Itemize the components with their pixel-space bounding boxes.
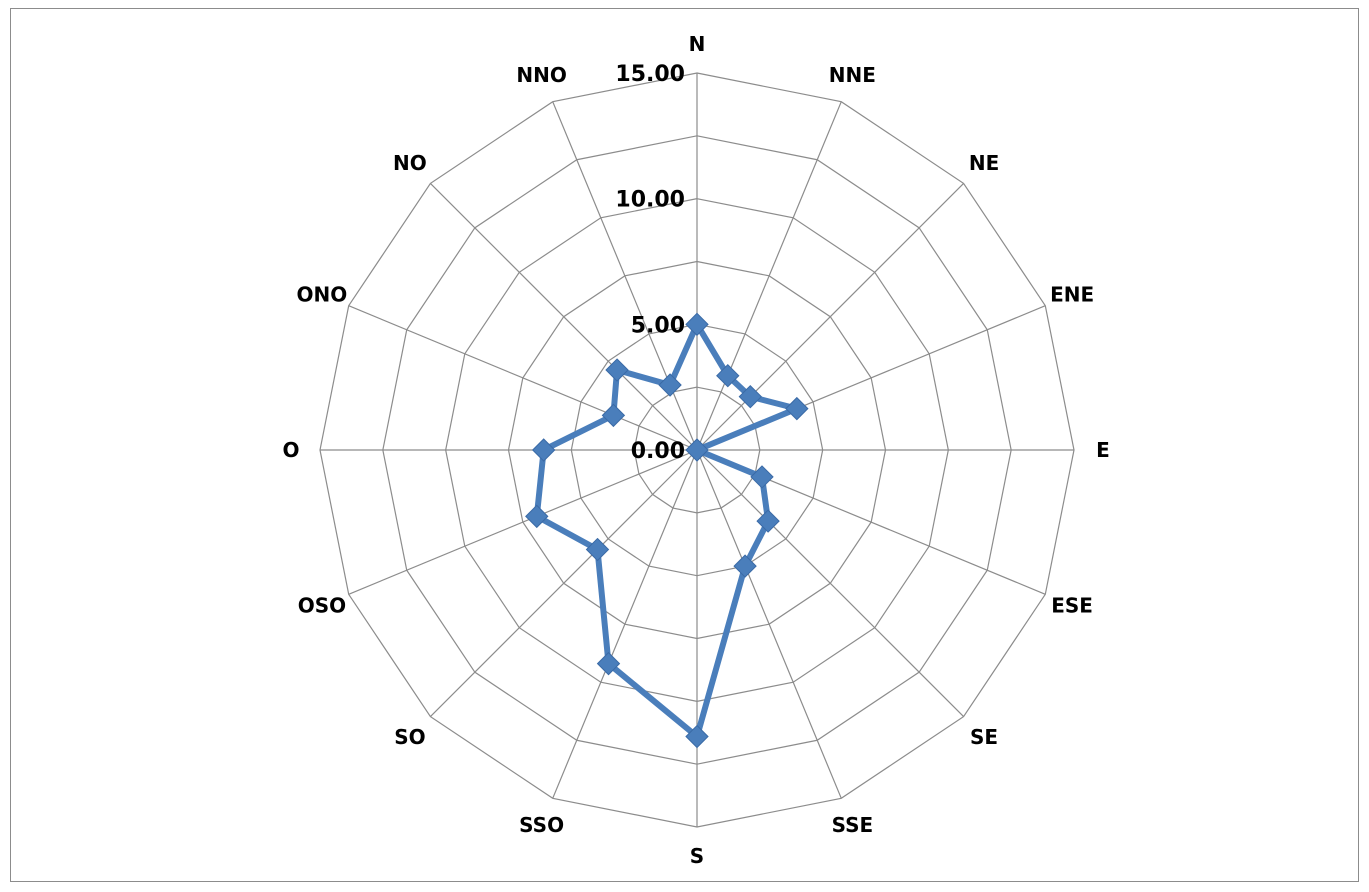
grid-spoke	[696, 101, 842, 451]
category-label-s: S	[690, 844, 704, 868]
category-label-n: N	[689, 32, 706, 56]
data-point-ese	[750, 465, 774, 489]
grid-spoke	[552, 449, 698, 799]
data-point-oso	[525, 504, 549, 529]
category-label-ono: ONO	[297, 283, 348, 307]
grid-spoke	[696, 449, 965, 718]
data-point-n	[685, 312, 709, 337]
radial-tick-label: 15.00	[615, 62, 685, 87]
grid-spoke	[348, 449, 698, 595]
data-point-e	[685, 438, 709, 462]
category-label-sse: SSE	[832, 813, 874, 837]
data-point-o	[531, 438, 556, 462]
radial-tick-label: 10.00	[615, 188, 685, 213]
category-label-oso: OSO	[298, 593, 346, 617]
category-label-ene: ENE	[1050, 283, 1094, 307]
category-label-ne: NE	[969, 151, 999, 175]
category-label-ese: ESE	[1051, 593, 1093, 617]
grid-spoke	[429, 182, 698, 451]
category-label-no: NO	[393, 151, 427, 175]
category-label-nno: NNO	[516, 63, 566, 87]
data-point-se	[756, 509, 780, 533]
grid-spoke	[429, 449, 698, 718]
category-label-nne: NNE	[829, 63, 876, 87]
radial-tick-label: 0.00	[631, 439, 685, 464]
data-point-nne	[716, 363, 740, 388]
category-labels: N NNE NE ENE E ESE SE SSE S SSO SO OSO O ONO NO NNO	[282, 32, 1109, 868]
radial-tick-label: 5.00	[631, 313, 685, 338]
category-label-so: SO	[394, 725, 425, 749]
data-point-no	[605, 358, 629, 382]
data-point-nno	[658, 373, 682, 397]
data-point-s	[685, 724, 709, 749]
series-layer	[525, 312, 809, 749]
grid-spoke	[696, 449, 842, 799]
category-label-e: E	[1096, 438, 1110, 462]
grid-spoke	[696, 182, 965, 451]
data-point-sse	[733, 554, 757, 578]
radial-tick-labels: 0.00 5.00 10.00 15.00	[615, 62, 685, 464]
grid-spoke	[552, 101, 698, 451]
category-label-sso: SSO	[519, 813, 564, 837]
data-point-so	[585, 537, 610, 562]
category-label-se: SE	[970, 725, 998, 749]
category-label-o: O	[282, 438, 299, 462]
data-point-ne	[738, 384, 763, 409]
grid-spoke	[348, 305, 698, 451]
data-point-ono	[601, 403, 626, 428]
data-point-sso	[596, 651, 621, 676]
data-point-ene	[785, 396, 809, 421]
